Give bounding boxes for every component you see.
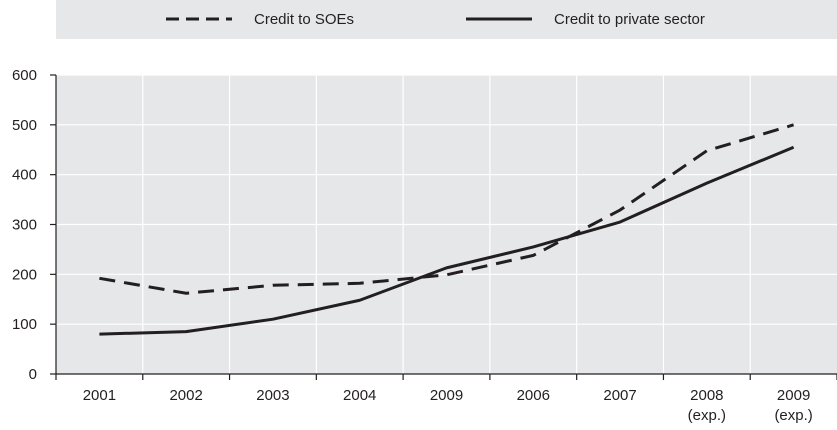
legend-label-soes: Credit to SOEs xyxy=(254,11,354,28)
grid xyxy=(56,74,837,374)
y-axis: 0 100 200 300 400 500 600 xyxy=(12,67,57,383)
y-tick-label: 600 xyxy=(12,67,37,84)
x-tick-label: 2009 xyxy=(430,387,463,404)
y-tick-label: 500 xyxy=(12,117,37,134)
y-tick-label: 300 xyxy=(12,217,37,234)
series xyxy=(99,123,795,336)
x-tick-label: 2007 xyxy=(603,387,636,404)
x-tick-label: 2004 xyxy=(343,387,376,404)
legend-label-private: Credit to private sector xyxy=(554,11,705,28)
series-line-soes xyxy=(99,123,795,295)
x-tick-label: 2009 xyxy=(777,387,810,404)
x-tick-label: 2002 xyxy=(169,387,202,404)
legend: Credit to SOEs Credit to private sector xyxy=(56,0,837,39)
x-tick-label: 2008 xyxy=(690,387,723,404)
x-tick-label: 2003 xyxy=(256,387,289,404)
x-tick-sublabel: (exp.) xyxy=(774,407,812,424)
y-tick-label: 400 xyxy=(12,167,37,184)
y-tick-label: 200 xyxy=(12,266,37,283)
x-tick-sublabel: (exp.) xyxy=(688,407,726,424)
series-line-private xyxy=(99,145,795,336)
x-tick-label: 2006 xyxy=(517,387,550,404)
x-tick-label: 2001 xyxy=(83,387,116,404)
x-axis: 2001 2002 2003 2004 2009 2006 2007 2008 (exp.) 20… xyxy=(55,373,837,424)
y-tick-label: 0 xyxy=(29,366,37,383)
y-tick-label: 100 xyxy=(12,316,37,333)
